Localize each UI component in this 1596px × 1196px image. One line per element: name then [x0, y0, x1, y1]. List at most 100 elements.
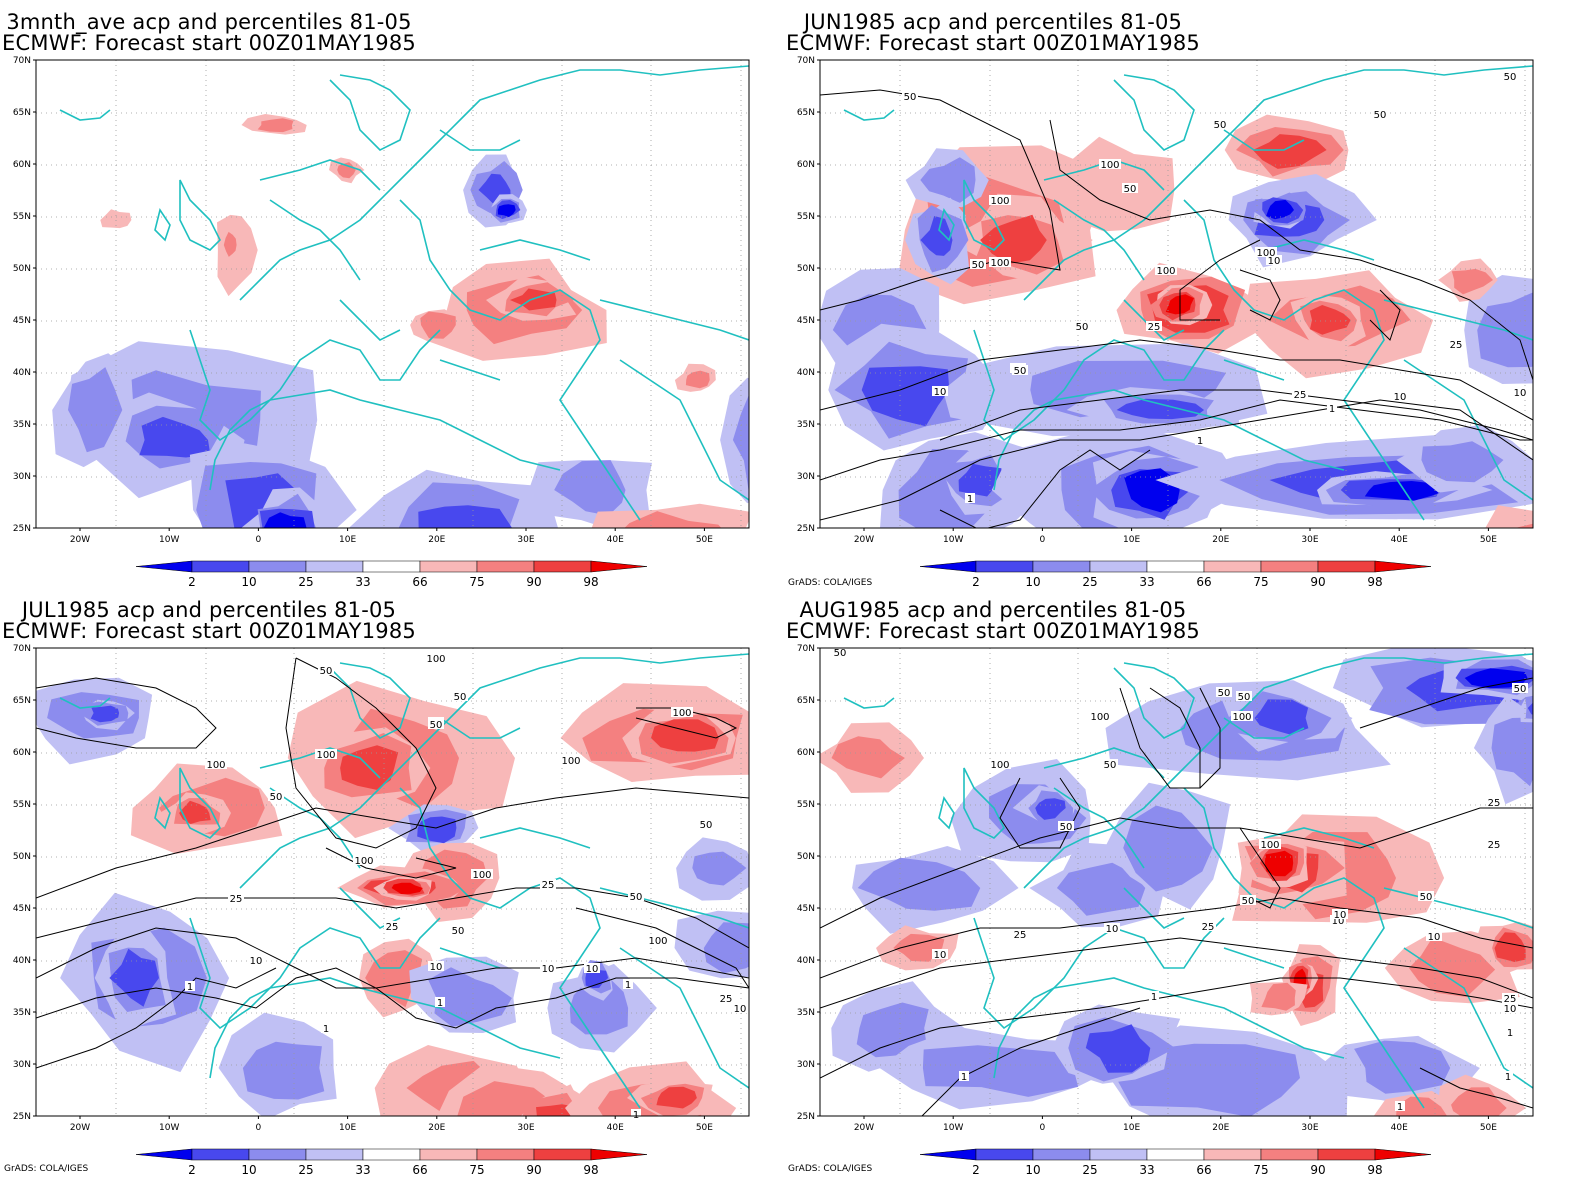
longitude-label: 50E: [1480, 1123, 1497, 1133]
legend-swatch: [1146, 1148, 1205, 1161]
map-svg: 70N 65N 60N 55N 50N 45N 40N 35N 30N 25N 20W 10W 0 10E…: [13, 56, 750, 589]
contour-label: 25: [1488, 840, 1501, 851]
contour-label-bg: [1074, 321, 1090, 331]
contour-label-bg: [248, 955, 264, 965]
panel-title-line1: JUL1985 acp and percentiles 81-05: [21, 598, 397, 622]
longitude-label: 10W: [159, 1123, 179, 1133]
legend-arrow-high: [590, 560, 648, 573]
legend-swatch: [419, 1148, 478, 1161]
legend-swatch: [362, 1148, 421, 1161]
contour-label: 10: [542, 964, 555, 975]
latitude-labels: 70N 65N 60N 55N 50N 45N 40N 35N 30N 25N: [13, 644, 36, 1122]
longitude-label: 10W: [943, 1123, 963, 1133]
legend-label: 75: [469, 575, 484, 589]
legend-label: 10: [241, 575, 256, 589]
contour-label-bg: [435, 997, 445, 1007]
contour-label-bg: [1236, 691, 1252, 701]
contour-label: 50: [1374, 110, 1387, 121]
latitude-label: 55N: [13, 212, 31, 222]
contour-label: 1: [961, 1072, 967, 1083]
contour-label: 50: [1060, 822, 1073, 833]
contour-label-bg: [1099, 159, 1121, 169]
legend-swatch: [476, 1148, 535, 1161]
latitude-label: 25N: [797, 1112, 815, 1122]
legend-swatch: [1089, 1148, 1148, 1161]
panel-title-line2: ECMWF: Forecast start 00Z01MAY1985: [786, 619, 1200, 643]
contour-label: 10: [1332, 916, 1345, 927]
map-frame: [35, 647, 750, 1117]
contour-label-bg: [965, 493, 975, 503]
contour-label: 25: [230, 894, 243, 905]
longitude-label: 0: [256, 535, 262, 545]
contour-label: 25: [1504, 994, 1517, 1005]
map-svg: 1005050505010010010010050501001002525255…: [13, 644, 750, 1177]
contour-label: 50: [834, 648, 847, 659]
shade-cell: [732, 394, 749, 492]
shade-cell: [720, 377, 749, 504]
contour-label: 50: [972, 260, 985, 271]
latitude-label: 35N: [13, 420, 31, 430]
longitude-label: 20W: [70, 1123, 90, 1133]
contour-label-bg: [1012, 365, 1028, 375]
contour-label: 10: [1428, 932, 1441, 943]
latitude-label: 45N: [13, 904, 31, 914]
shade-cell: [920, 157, 976, 203]
longitude-label: 10W: [159, 535, 179, 545]
longitude-label: 40E: [607, 535, 624, 545]
contour-label-bg: [671, 707, 693, 717]
legend-label: 33: [1139, 1163, 1154, 1177]
contour-label-bg: [989, 257, 1011, 267]
contour-label: 10: [430, 962, 443, 973]
shade-cell: [1421, 441, 1504, 483]
contour-label-bg: [1240, 895, 1256, 905]
shade-cell: [497, 204, 516, 217]
legend-label: 2: [188, 1163, 196, 1177]
grid-lines: [820, 60, 1533, 528]
percentile-shading: [820, 114, 1533, 578]
legend-label: 33: [355, 1163, 370, 1177]
map-frame: [819, 59, 1534, 529]
legend-swatch: [1260, 560, 1319, 573]
contour-label-bg: [1327, 403, 1337, 413]
latitude-label: 70N: [797, 644, 815, 654]
contour-label: 50: [270, 792, 283, 803]
latitude-label: 30N: [13, 1060, 31, 1070]
longitude-label: 30E: [1301, 535, 1318, 545]
latitude-labels: 70N 65N 60N 55N 50N 45N 40N 35N 30N 25N: [13, 56, 36, 534]
longitude-labels: 20W 10W 0 10E 20E 30E 40E 50E: [854, 528, 1497, 545]
contour-label-bg: [1426, 931, 1442, 941]
contour-label: 50: [1504, 72, 1517, 83]
shade-cell: [1527, 702, 1533, 715]
shade-cell: [139, 416, 211, 458]
shade-cell: [1487, 546, 1530, 578]
longitude-label: 20E: [428, 535, 445, 545]
contour-label-bg: [318, 665, 334, 675]
contour-label-bg: [1195, 435, 1205, 445]
contour-label-bg: [1486, 839, 1502, 849]
legend-swatch: [1203, 1148, 1262, 1161]
contour-label: 100: [990, 760, 1009, 771]
legend-label: 90: [526, 1163, 541, 1177]
shade-cell: [1354, 1040, 1451, 1094]
latitude-label: 35N: [13, 1008, 31, 1018]
longitude-label: 30E: [1301, 1123, 1318, 1133]
longitude-label: 40E: [607, 1123, 624, 1133]
contour-label: 10: [934, 387, 947, 398]
shade-cell: [1492, 549, 1528, 572]
legend-label: 25: [1082, 575, 1097, 589]
shade-cell: [1309, 305, 1351, 335]
shade-cell: [263, 512, 307, 528]
contour-label-bg: [628, 891, 644, 901]
contour-label: 25: [1202, 922, 1215, 933]
contour-label-bg: [321, 1023, 331, 1033]
contour-label-bg: [1216, 687, 1232, 697]
latitude-label: 55N: [13, 800, 31, 810]
shade-cell: [922, 1045, 1079, 1097]
latitude-label: 40N: [797, 956, 815, 966]
longitude-label: 20W: [854, 1123, 874, 1133]
shade-cell: [90, 705, 120, 723]
legend-swatch: [975, 1148, 1034, 1161]
shade-cell: [1254, 699, 1309, 735]
latitude-label: 65N: [13, 696, 31, 706]
